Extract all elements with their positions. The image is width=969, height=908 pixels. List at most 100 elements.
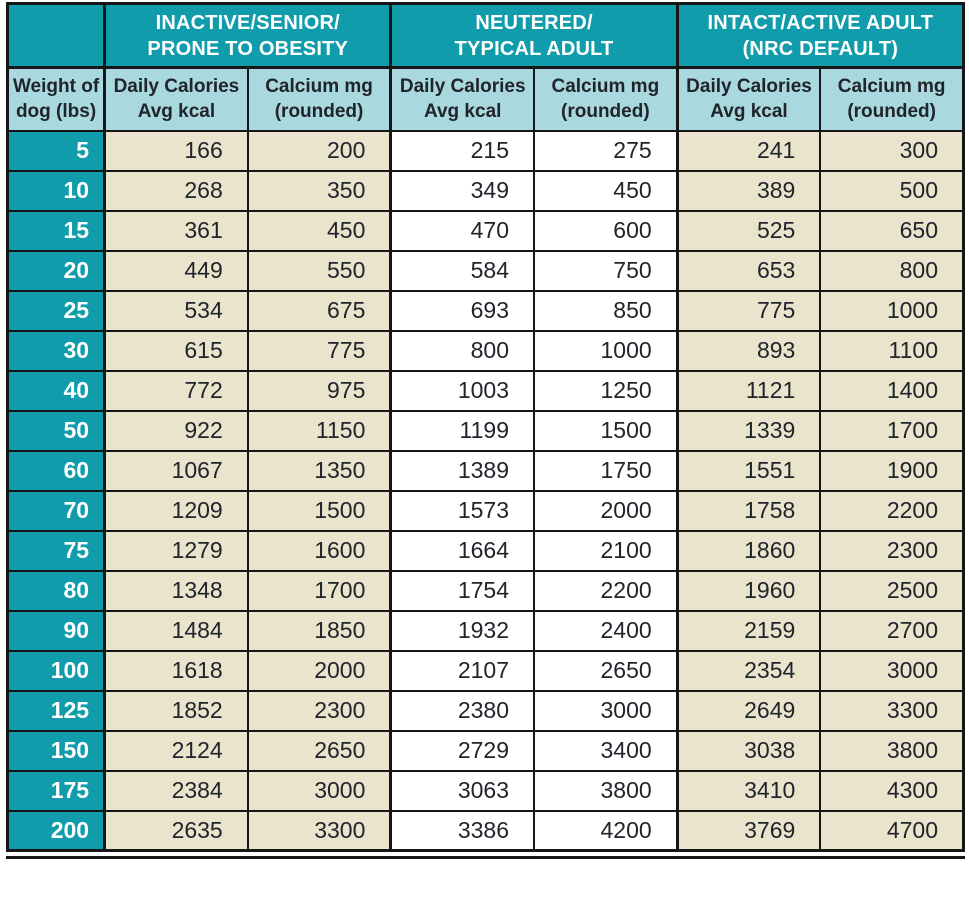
daily-calories-cell: 241 (675, 129, 822, 172)
calcium-cell: 1750 (533, 449, 679, 492)
calcium-cell: 775 (246, 329, 392, 372)
daily-calories-cell: 2380 (389, 689, 536, 732)
daily-calories-cell: 1573 (389, 489, 536, 532)
daily-calories-cell: 3410 (675, 769, 822, 812)
table-row: 90 1484 1850 1932 2400 2159 2700 (6, 609, 965, 652)
calcium-cell: 3000 (246, 769, 392, 812)
calcium-cell: 450 (246, 209, 392, 252)
table-row: 25 534 675 693 850 775 1000 (6, 289, 965, 332)
calcium-cell: 2100 (533, 529, 679, 572)
calcium-cell: 300 (819, 129, 965, 172)
daily-calories-cell: 3063 (389, 769, 536, 812)
daily-calories-cell: 1852 (103, 689, 249, 732)
calcium-cell: 1400 (819, 369, 965, 412)
weight-cell: 125 (6, 689, 107, 732)
calcium-cell: 4700 (819, 809, 965, 852)
calcium-cell: 1250 (533, 369, 679, 412)
calcium-header-g2: Calcium mg (rounded) (533, 66, 679, 132)
daily-calories-cell: 349 (389, 169, 536, 212)
weight-column-header: Weight of dog (lbs) (6, 66, 106, 132)
daily-calories-cell: 1618 (103, 649, 249, 692)
daily-calories-cell: 2649 (675, 689, 822, 732)
calcium-cell: 2500 (819, 569, 965, 612)
daily-calories-cell: 2107 (389, 649, 536, 692)
calcium-cell: 2000 (533, 489, 679, 532)
calcium-cell: 2650 (533, 649, 679, 692)
weight-cell: 40 (6, 369, 107, 412)
calcium-cell: 3300 (819, 689, 965, 732)
calcium-cell: 1100 (819, 329, 965, 372)
weight-cell: 175 (6, 769, 107, 812)
calcium-cell: 2000 (246, 649, 392, 692)
calcium-cell: 800 (819, 249, 965, 292)
group-header-neutered-typical: NEUTERED/ TYPICAL ADULT (389, 2, 679, 69)
table-row: 10 268 350 349 450 389 500 (6, 169, 965, 212)
table-row: 125 1852 2300 2380 3000 2649 3300 (6, 689, 965, 732)
calcium-cell: 4300 (819, 769, 965, 812)
weight-cell: 70 (6, 489, 107, 532)
weight-cell: 200 (6, 809, 107, 852)
calcium-cell: 975 (246, 369, 392, 412)
table-row: 15 361 450 470 600 525 650 (6, 209, 965, 252)
calcium-cell: 1500 (533, 409, 679, 452)
daily-calories-cell: 1279 (103, 529, 249, 572)
daily-calories-header-g3: Daily Calories Avg kcal (675, 66, 822, 132)
daily-calories-cell: 215 (389, 129, 536, 172)
calcium-header-g1: Calcium mg (rounded) (246, 66, 392, 132)
daily-calories-cell: 693 (389, 289, 536, 332)
daily-calories-cell: 1389 (389, 449, 536, 492)
group-header-row: INACTIVE/SENIOR/ PRONE TO OBESITY NEUTER… (5, 2, 966, 69)
table-row: 60 1067 1350 1389 1750 1551 1900 (6, 449, 965, 492)
group-header-inactive-senior: INACTIVE/SENIOR/ PRONE TO OBESITY (103, 2, 393, 69)
daily-calories-cell: 2635 (103, 809, 249, 852)
calcium-cell: 4200 (533, 809, 679, 852)
calcium-cell: 1150 (246, 409, 392, 452)
calcium-header-g3: Calcium mg (rounded) (819, 66, 965, 132)
daily-calories-cell: 1348 (103, 569, 249, 612)
daily-calories-cell: 534 (103, 289, 249, 332)
daily-calories-cell: 1664 (389, 529, 536, 572)
bottom-double-border (6, 856, 965, 859)
weight-cell: 100 (6, 649, 107, 692)
calcium-cell: 3300 (246, 809, 392, 852)
calcium-cell: 1000 (819, 289, 965, 332)
sub-header-row: Weight of dog (lbs) Daily Calories Avg k… (6, 66, 965, 132)
daily-calories-cell: 1932 (389, 609, 536, 652)
calcium-cell: 200 (246, 129, 392, 172)
table-row: 40 772 975 1003 1250 1121 1400 (6, 369, 965, 412)
calcium-cell: 500 (819, 169, 965, 212)
daily-calories-cell: 1484 (103, 609, 249, 652)
daily-calories-cell: 1199 (389, 409, 536, 452)
calcium-cell: 450 (533, 169, 679, 212)
weight-cell: 20 (6, 249, 107, 292)
weight-cell: 30 (6, 329, 107, 372)
calcium-cell: 850 (533, 289, 679, 332)
table-row: 20 449 550 584 750 653 800 (6, 249, 965, 292)
daily-calories-cell: 1860 (675, 529, 822, 572)
calcium-cell: 2650 (246, 729, 392, 772)
weight-cell: 5 (6, 129, 107, 172)
calcium-cell: 1000 (533, 329, 679, 372)
calcium-cell: 650 (819, 209, 965, 252)
calcium-cell: 750 (533, 249, 679, 292)
calcium-cell: 2200 (533, 569, 679, 612)
daily-calories-cell: 470 (389, 209, 536, 252)
calcium-cell: 275 (533, 129, 679, 172)
daily-calories-cell: 1339 (675, 409, 822, 452)
corner-cell (5, 2, 107, 69)
weight-cell: 15 (6, 209, 107, 252)
table-body: 5 166 200 215 275 241 300 10 268 350 349 450 389 500 1… (6, 129, 965, 852)
daily-calories-cell: 1121 (675, 369, 822, 412)
daily-calories-cell: 584 (389, 249, 536, 292)
daily-calories-cell: 449 (103, 249, 249, 292)
weight-cell: 75 (6, 529, 107, 572)
calcium-cell: 1700 (246, 569, 392, 612)
table-row: 75 1279 1600 1664 2100 1860 2300 (6, 529, 965, 572)
daily-calories-cell: 361 (103, 209, 249, 252)
daily-calories-cell: 775 (675, 289, 822, 332)
daily-calories-cell: 653 (675, 249, 822, 292)
daily-calories-header-g2: Daily Calories Avg kcal (389, 66, 536, 132)
calcium-cell: 1850 (246, 609, 392, 652)
table-wrapper: INACTIVE/SENIOR/ PRONE TO OBESITY NEUTER… (5, 2, 966, 859)
table-row: 50 922 1150 1199 1500 1339 1700 (6, 409, 965, 452)
